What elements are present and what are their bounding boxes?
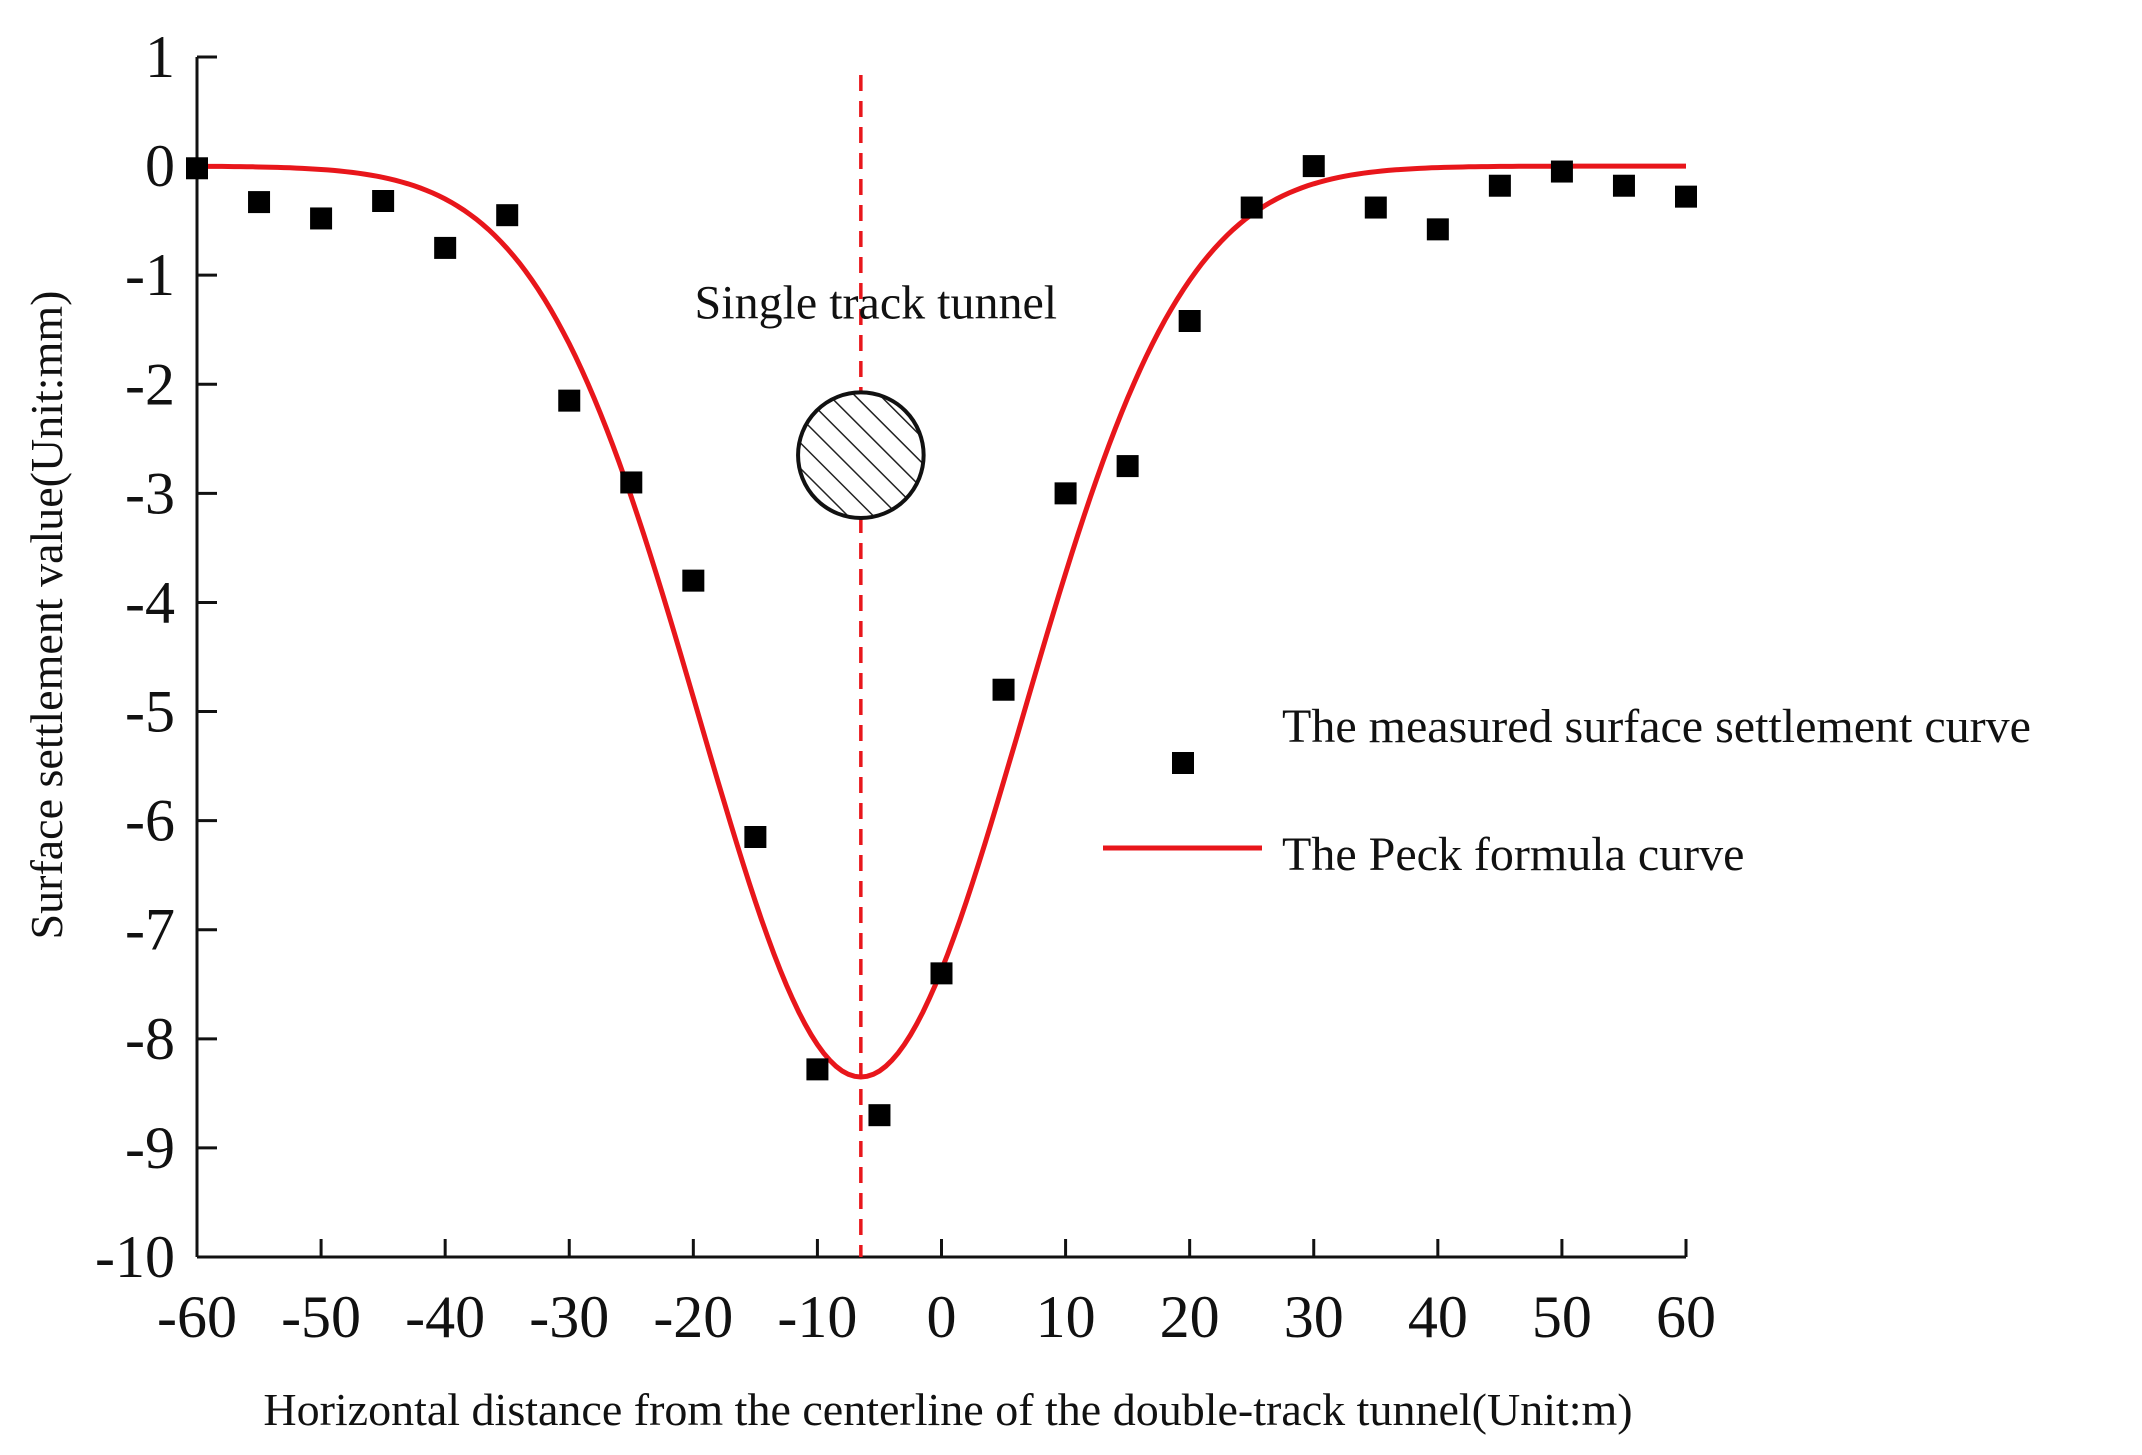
x-tick-label: 50 [1532, 1284, 1592, 1350]
x-tick-label: 40 [1408, 1284, 1468, 1350]
annotation-single-track-tunnel: Single track tunnel [695, 276, 1058, 329]
measured-point [682, 569, 705, 592]
x-tick-label: 10 [1036, 1284, 1096, 1350]
y-tick-label: -4 [125, 569, 175, 635]
measured-point [1488, 174, 1511, 197]
measured-point [1426, 218, 1449, 241]
measured-point [186, 157, 208, 180]
y-tick-label: 1 [145, 24, 175, 90]
y-tick-label: -10 [95, 1224, 175, 1290]
measured-point [372, 190, 395, 212]
legend-label-measured: The measured surface settlement curve [1282, 700, 2031, 753]
measured-point [1364, 196, 1387, 219]
measured-point [620, 471, 643, 494]
x-tick-label: -40 [405, 1284, 485, 1350]
measured-point [1612, 174, 1635, 197]
measured-point [248, 191, 271, 214]
y-tick-label: -1 [125, 242, 175, 308]
y-tick-label: -3 [125, 460, 175, 526]
x-tick-label: -30 [529, 1284, 609, 1350]
y-tick-label: -6 [125, 788, 175, 854]
y-axis-title: Surface settlement value(Unit:mm) [21, 291, 72, 940]
measured-point [1675, 185, 1697, 208]
measured-point [434, 236, 457, 259]
x-tick-label: -60 [157, 1284, 237, 1350]
measured-point [744, 826, 767, 848]
y-tick-label: -5 [125, 679, 175, 745]
measured-point [1240, 196, 1263, 219]
legend: The measured surface settlement curve Th… [1103, 700, 2031, 881]
x-tick-label: -10 [777, 1284, 857, 1350]
measured-point [1054, 482, 1077, 505]
points-layer [186, 155, 1697, 1127]
measured-point [1302, 155, 1325, 178]
ticks: -60 -50 -40 -30 -20 -10 0 10 20 30 40 50 6010-1-2-3-… [95, 24, 1716, 1350]
y-tick-label: -9 [125, 1115, 175, 1181]
measured-point [930, 962, 953, 985]
measured-point [992, 678, 1015, 701]
x-tick-label: 20 [1160, 1284, 1220, 1350]
y-tick-label: 0 [145, 133, 175, 199]
y-tick-label: -7 [125, 897, 175, 963]
x-tick-label: 30 [1284, 1284, 1344, 1350]
measured-point [310, 207, 333, 230]
y-tick-label: -2 [125, 351, 175, 417]
legend-marker-measured [1172, 752, 1194, 774]
x-tick-label: -20 [653, 1284, 733, 1350]
measured-point [1116, 455, 1139, 478]
measured-point [1178, 310, 1201, 332]
tunnel-circle-icon [796, 390, 926, 520]
axes [195, 57, 1686, 1259]
y-tick-label: -8 [125, 1006, 175, 1072]
x-tick-label: 60 [1656, 1284, 1716, 1350]
x-tick-label: 0 [927, 1284, 957, 1350]
legend-label-peck: The Peck formula curve [1282, 828, 1744, 881]
measured-point [868, 1104, 891, 1127]
measured-point [558, 389, 581, 412]
x-tick-label: -50 [281, 1284, 361, 1350]
measured-point [496, 204, 519, 227]
x-axis-title: Horizontal distance from the centerline … [263, 1384, 1632, 1435]
measured-point [806, 1058, 829, 1081]
measured-point [1550, 160, 1573, 183]
tunnel-layer [796, 390, 926, 520]
